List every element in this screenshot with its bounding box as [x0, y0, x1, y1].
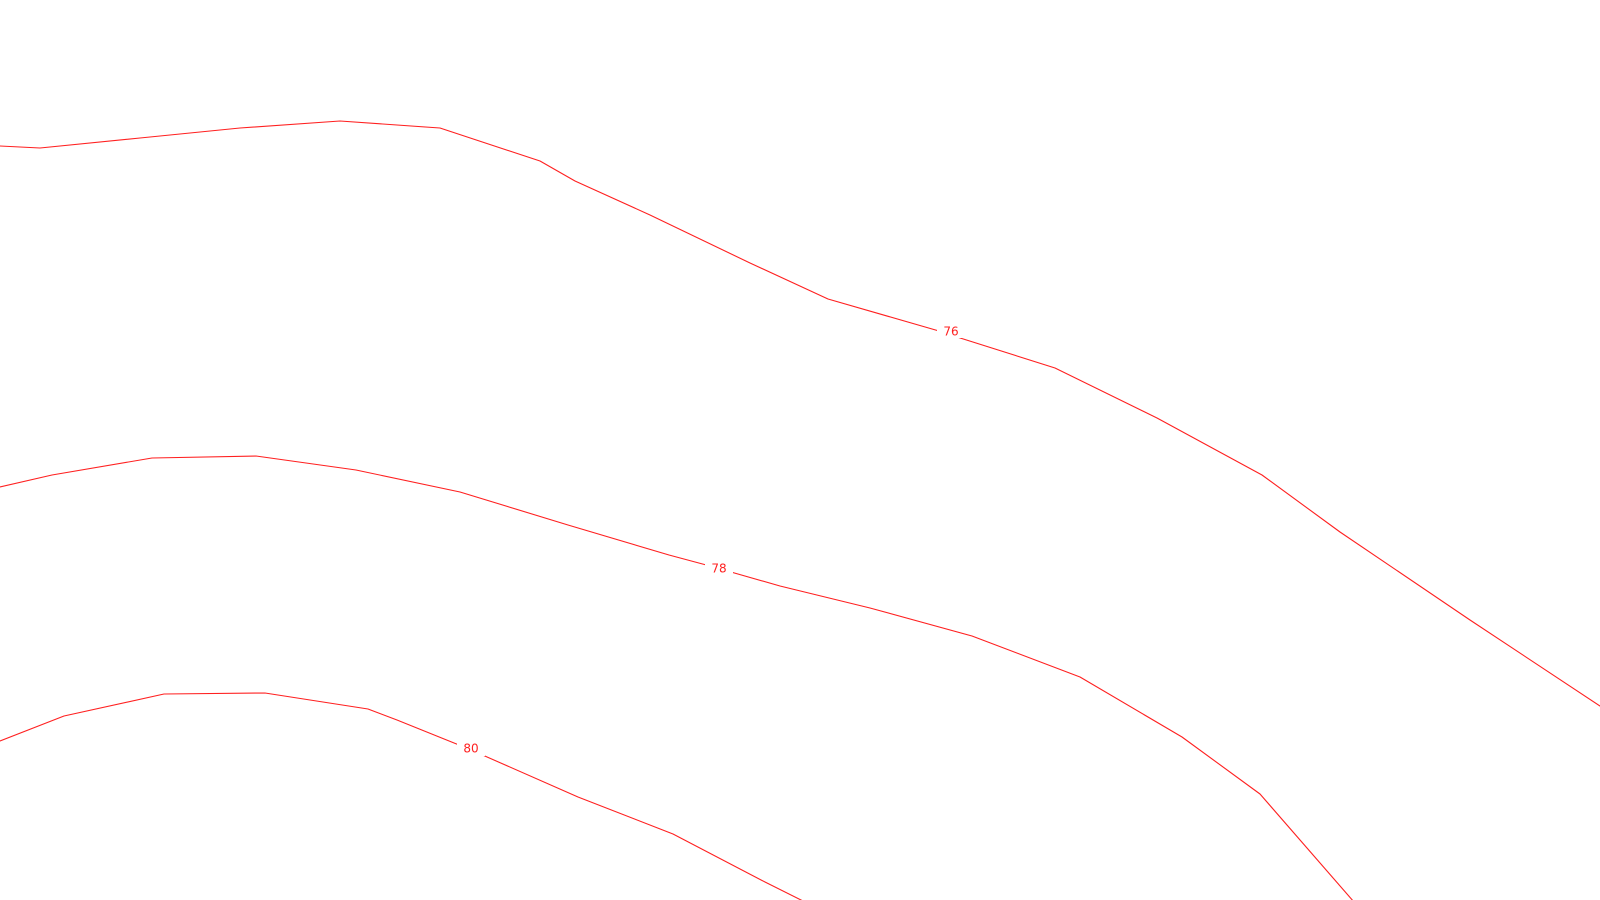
contour-line-78: 78	[0, 455, 1353, 900]
contour-80-label-gap	[457, 742, 485, 756]
contour-78-label-gap	[705, 562, 733, 576]
contour-80-label: 80	[463, 742, 478, 756]
contour-76-label: 76	[943, 325, 958, 339]
contour-78-label: 78	[711, 562, 726, 576]
contour-80-path	[0, 692, 803, 900]
contour-78-path	[0, 455, 1353, 900]
contour-line-80: 80	[0, 692, 803, 900]
contour-76-label-gap	[937, 324, 965, 338]
contour-76-path	[0, 120, 1600, 707]
contour-line-76: 76	[0, 120, 1600, 707]
